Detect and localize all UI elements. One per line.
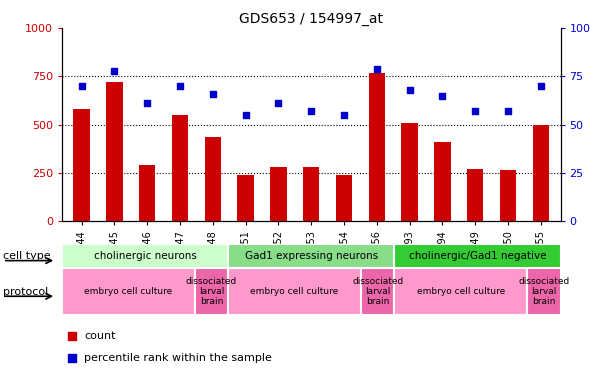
- Point: [110, 68, 119, 74]
- Point: [175, 83, 185, 89]
- Bar: [303, 167, 319, 221]
- Bar: [394, 268, 527, 315]
- Text: dissociated
larval
brain: dissociated larval brain: [352, 277, 404, 306]
- Point: [67, 333, 77, 339]
- Text: embryo cell culture: embryo cell culture: [417, 287, 505, 296]
- Point: [339, 112, 349, 118]
- Bar: [205, 137, 221, 221]
- Point: [143, 100, 152, 106]
- Text: count: count: [84, 331, 116, 341]
- Point: [77, 83, 86, 89]
- Bar: [401, 123, 418, 221]
- Bar: [369, 72, 385, 221]
- Bar: [195, 268, 228, 315]
- Bar: [228, 268, 361, 315]
- Bar: [394, 244, 560, 268]
- Bar: [62, 244, 228, 268]
- Point: [536, 83, 546, 89]
- Bar: [500, 170, 516, 221]
- Text: cholinergic neurons: cholinergic neurons: [94, 251, 196, 261]
- Point: [67, 355, 77, 361]
- Point: [372, 66, 382, 72]
- Bar: [361, 268, 394, 315]
- Text: dissociated
larval
brain: dissociated larval brain: [518, 277, 569, 306]
- Bar: [467, 169, 483, 221]
- Title: GDS653 / 154997_at: GDS653 / 154997_at: [239, 12, 384, 26]
- Text: embryo cell culture: embryo cell culture: [84, 287, 172, 296]
- Point: [470, 108, 480, 114]
- Bar: [73, 109, 90, 221]
- Text: cell type: cell type: [3, 251, 51, 261]
- Point: [307, 108, 316, 114]
- Text: protocol: protocol: [3, 287, 48, 297]
- Text: Gad1 expressing neurons: Gad1 expressing neurons: [245, 251, 378, 261]
- Bar: [237, 175, 254, 221]
- Bar: [106, 82, 123, 221]
- Point: [274, 100, 283, 106]
- Bar: [527, 268, 560, 315]
- Point: [438, 93, 447, 99]
- Bar: [62, 268, 195, 315]
- Point: [208, 91, 218, 97]
- Point: [405, 87, 414, 93]
- Bar: [228, 244, 394, 268]
- Point: [241, 112, 250, 118]
- Bar: [533, 124, 549, 221]
- Text: percentile rank within the sample: percentile rank within the sample: [84, 352, 272, 363]
- Text: dissociated
larval
brain: dissociated larval brain: [186, 277, 237, 306]
- Text: embryo cell culture: embryo cell culture: [251, 287, 339, 296]
- Point: [503, 108, 513, 114]
- Text: cholinergic/Gad1 negative: cholinergic/Gad1 negative: [409, 251, 546, 261]
- Bar: [139, 165, 155, 221]
- Bar: [434, 142, 451, 221]
- Bar: [270, 167, 287, 221]
- Bar: [336, 175, 352, 221]
- Bar: [172, 115, 188, 221]
